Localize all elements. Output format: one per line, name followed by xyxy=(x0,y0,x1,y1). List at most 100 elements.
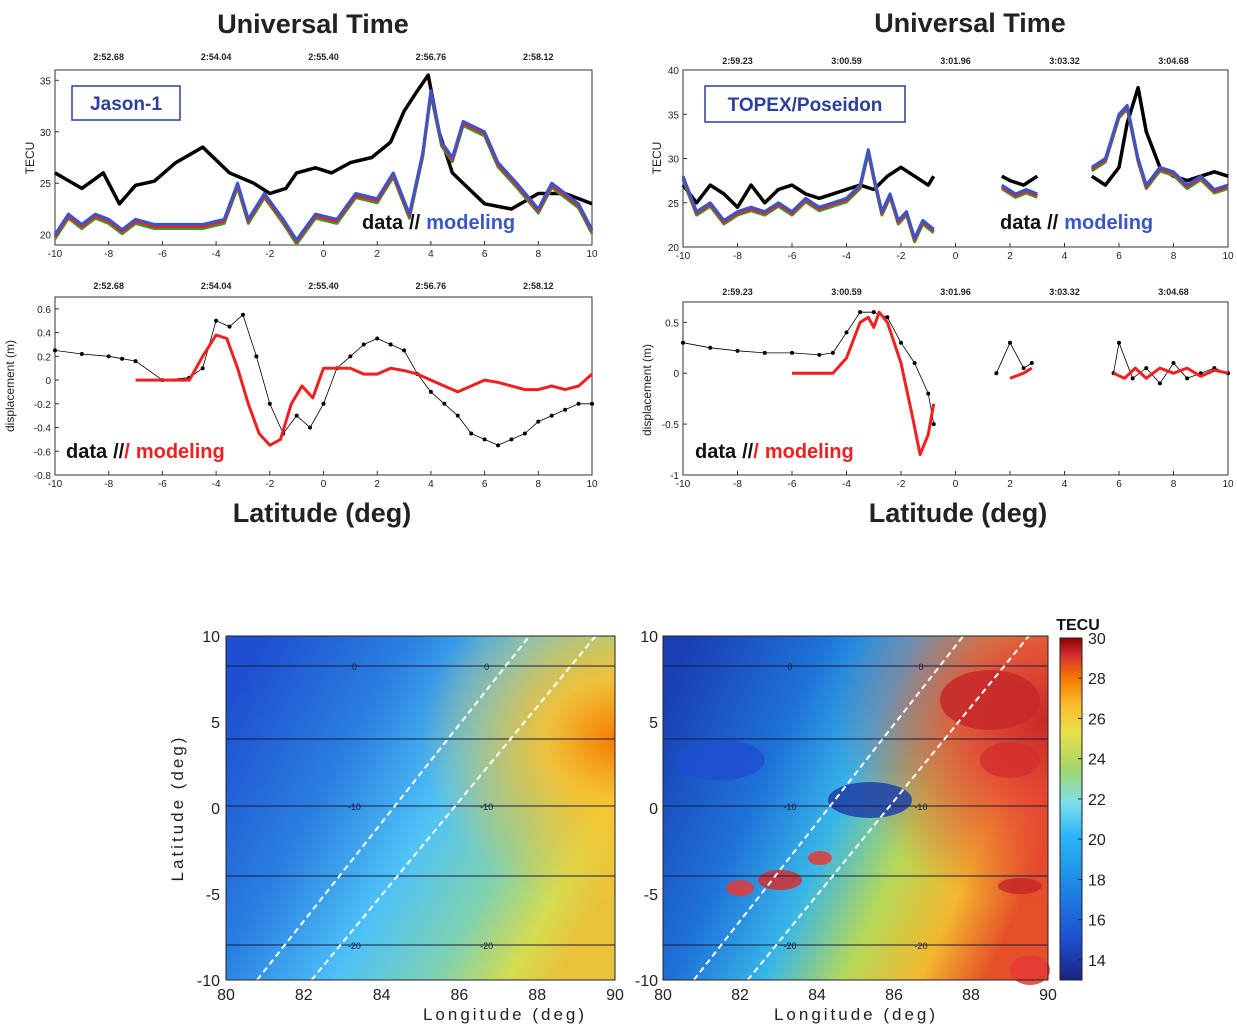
swath-edge-line xyxy=(746,635,1030,981)
legend-data: data xyxy=(66,441,108,463)
contour-label: 0 xyxy=(918,662,923,672)
contour-label: -10 xyxy=(348,802,361,812)
xlabel-right: Latitude (deg) xyxy=(869,498,1047,528)
disp-ylabel-right: displacement (m) xyxy=(640,344,654,436)
disp-data-point xyxy=(321,401,326,406)
satellite-label-box xyxy=(704,85,906,123)
x-tick-label: 4 xyxy=(1062,251,1068,262)
disp-data-point xyxy=(1021,366,1026,371)
x-tick-label: -10 xyxy=(48,479,63,490)
x-tick-label: 6 xyxy=(482,249,488,260)
disp-data-point xyxy=(375,336,380,341)
tec-model-line-blue xyxy=(53,89,594,242)
disp-data-point xyxy=(899,340,903,345)
map-x-tick: 90 xyxy=(1039,987,1057,1004)
disp-legend-right: data///modeling xyxy=(695,441,854,463)
colorbar xyxy=(1059,637,1083,981)
contour-label: 0 xyxy=(788,662,793,672)
disp-data-point xyxy=(1130,376,1135,381)
contour-label: 0 xyxy=(352,662,357,672)
x-tick-label: -2 xyxy=(897,251,906,262)
disp-data-point xyxy=(120,356,125,361)
disp-model-line xyxy=(792,310,1229,457)
x-tick-label: -4 xyxy=(842,479,851,490)
ut-tick-label: 2:58.12 xyxy=(523,52,554,62)
y-tick-label: -0.8 xyxy=(34,471,52,482)
contour-label: -20 xyxy=(914,941,927,951)
x-tick-label: -2 xyxy=(265,249,274,260)
x-tick-label: -2 xyxy=(265,479,274,490)
ut-tick-row: 2:59.23 3:00.59 3:01.96 3:03.32 3:04.68 xyxy=(722,56,1189,66)
disp-data-point xyxy=(590,401,594,406)
x-tick-label: 0 xyxy=(321,479,327,490)
x-tick-label: 2 xyxy=(374,249,380,260)
y-tick-label: -0.5 xyxy=(662,420,680,431)
x-tick-label: 10 xyxy=(1222,251,1234,262)
x-tick-label: -4 xyxy=(842,251,851,262)
disp-data-point xyxy=(817,352,822,357)
disp-data-point xyxy=(1117,340,1121,345)
map-left-y-tick: 10 xyxy=(202,629,220,646)
x-tick-label: 4 xyxy=(1062,479,1068,490)
legend-data: data xyxy=(362,212,404,234)
disp-data-point xyxy=(536,419,541,424)
x-tick-label: 8 xyxy=(1171,251,1177,262)
disp-data-point xyxy=(1171,361,1176,366)
disp-data-point xyxy=(1008,340,1012,345)
map-data-frame xyxy=(662,635,1049,981)
disp-data-point xyxy=(79,351,84,356)
colorbar-tick-label: 14 xyxy=(1088,953,1106,970)
disp-data-point xyxy=(1157,381,1162,386)
disp-data-point xyxy=(1144,366,1149,371)
x-tick-label: 6 xyxy=(1116,479,1122,490)
x-tick-label: 10 xyxy=(586,249,598,260)
disp-data-point xyxy=(53,348,57,353)
disp-data-point xyxy=(388,342,393,347)
y-tick-label: 0.4 xyxy=(37,329,51,340)
ut-tick-label: 3:01.96 xyxy=(940,56,971,66)
disp-data-point xyxy=(402,348,407,353)
tec-legend-right: data//modeling xyxy=(1000,212,1153,234)
legend-data: data xyxy=(1000,212,1042,234)
map-xlabel-right: Longitude (deg) xyxy=(774,1005,938,1024)
disp-data-point xyxy=(681,340,685,345)
contour-label: -20 xyxy=(784,941,797,951)
legend-data: data xyxy=(695,441,737,463)
disp-data-point xyxy=(708,345,713,350)
ut-tick-label: 2:54.04 xyxy=(201,281,232,291)
map-data-patches xyxy=(675,670,1050,985)
disp-plot-right: -10 -8 -6 -4 -2 0 2 4 6 8 10 -1 -0.5 0 0.5 xyxy=(662,310,1234,490)
x-tick-label: 0 xyxy=(953,479,959,490)
x-tick-label: 10 xyxy=(1222,479,1234,490)
map-x-tick: 82 xyxy=(295,987,313,1004)
tec-ylabel-left: TECU xyxy=(23,142,37,175)
disp-data-point xyxy=(1029,361,1034,366)
disp-data-point xyxy=(106,354,111,359)
disp-data-point xyxy=(227,324,232,329)
y-tick-label: -0.2 xyxy=(34,400,52,411)
disp-data-point xyxy=(267,401,272,406)
map-model-frame xyxy=(225,635,616,981)
x-tick-label: 6 xyxy=(1116,251,1122,262)
ut-tick-label: 3:00.59 xyxy=(831,56,862,66)
tec-patch xyxy=(940,670,1040,730)
satellite-label: TOPEX/Poseidon xyxy=(728,95,883,116)
disp-data-point xyxy=(482,437,487,442)
x-tick-label: 6 xyxy=(482,479,488,490)
ut-tick-row: 2:52.68 2:54.04 2:55.40 2:56.76 2:58.12 xyxy=(93,281,553,291)
disp-data-point xyxy=(214,318,219,323)
map-x-tick: 80 xyxy=(654,987,672,1004)
y-tick-label: -1 xyxy=(670,471,679,482)
map-left-y-tick: -5 xyxy=(206,887,220,904)
tec-ylabel-right: TECU xyxy=(650,142,664,175)
map-right-y-tick: -5 xyxy=(644,887,658,904)
map-x-tick: 84 xyxy=(373,987,391,1004)
disp-data-point xyxy=(844,330,849,335)
disp-data-point xyxy=(994,371,999,376)
legend-sep: // xyxy=(409,212,421,234)
legend-model: modeling xyxy=(136,441,225,463)
disp-data-point xyxy=(240,312,245,317)
tec-plot-right: -10 -8 -6 -4 -2 0 2 4 6 8 10 20 25 30 35 40 xyxy=(668,66,1234,262)
x-tick-label: 0 xyxy=(321,249,327,260)
map-xlabel-left: Longitude (deg) xyxy=(423,1005,587,1024)
